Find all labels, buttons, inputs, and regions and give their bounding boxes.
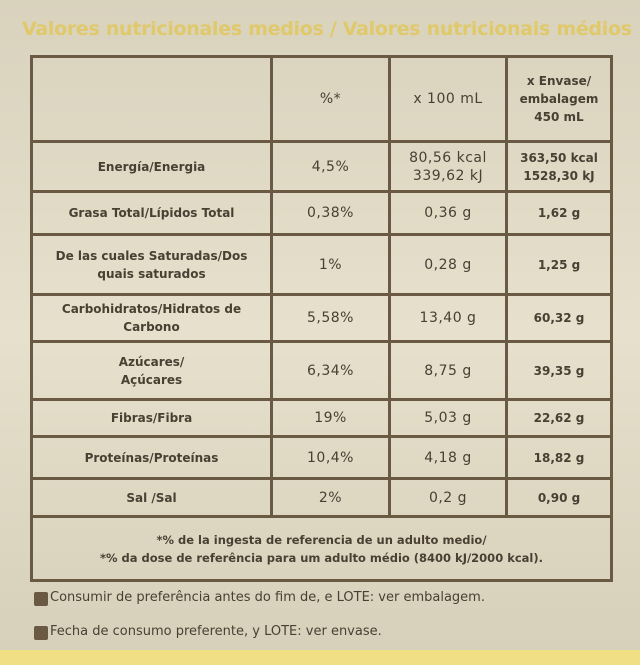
row: Sal /Sal 2% 0,2 g 0,90 g: [30, 477, 613, 518]
footnote-text: *% de la ingesta de referencia de un adu…: [156, 532, 487, 547]
cell: x Envase/embalagem 450 mL: [505, 55, 613, 143]
cell-text: 22,62 g: [533, 411, 585, 425]
cell: [30, 55, 273, 143]
note: Fecha de consumo preferente, y LOTE: ver…: [50, 624, 382, 639]
cell-text: 60,32 g: [533, 311, 585, 325]
cell: 8,75 g: [388, 340, 508, 401]
cell: Proteínas/Proteínas: [30, 435, 273, 480]
cell: 5,58%: [270, 293, 391, 343]
cell-text: 6,34%: [307, 362, 354, 379]
cell-text: 5,58%: [307, 310, 354, 326]
cell-text: embalagem: [519, 92, 599, 106]
cell: 0,28 g: [388, 233, 508, 296]
cell-text: 363,50 kcal: [520, 150, 598, 165]
cell-text: 0,90 g: [537, 490, 581, 505]
cell: Grasa Total/Lípidos Total: [30, 190, 273, 236]
cell-text: 1%: [318, 256, 343, 273]
cell: 4,18 g: [388, 435, 508, 480]
cell-text: 8,75 g: [424, 362, 472, 379]
cell-text: 339,62 kJ: [412, 167, 484, 184]
cell-text: 0,28 g: [424, 256, 472, 273]
cell-text: 4,5%: [311, 158, 350, 175]
cell-text: 0,2 g: [428, 489, 468, 506]
cell-text: x Envase/: [526, 74, 592, 88]
cell-text: %*: [319, 91, 342, 107]
row: Azúcares/Açúcares 6,34% 8,75 g 39,35 g: [30, 340, 613, 401]
cell-text: 18,82 g: [533, 450, 585, 465]
cell-text: 80,56 kcal: [409, 149, 487, 166]
cell-text: Energía/Energia: [97, 159, 206, 174]
footnote-text: *% da dose de referência para um adulto …: [100, 550, 543, 565]
cell: %*: [270, 55, 391, 143]
cell: 0,38%: [270, 190, 391, 236]
cell: 80,56 kcal 339,62 kJ: [388, 140, 508, 193]
row: Proteínas/Proteínas 10,4% 4,18 g 18,82 g: [30, 435, 613, 480]
cell: 1%: [270, 233, 391, 296]
flag-icon: [34, 626, 48, 640]
row: Energía/Energia 4,5% 80,56 kcal 339,62 kJ 36…: [30, 140, 613, 193]
cell: 22,62 g: [505, 398, 613, 438]
cell-text: Sal /Sal: [126, 490, 177, 505]
cell: 2%: [270, 477, 391, 518]
flag-icon: [34, 592, 48, 606]
title: Valores nutricionales medios / Valores n…: [22, 18, 632, 40]
row: Carbohidratos/Hidratos de Carbono 5,58% 13,…: [30, 293, 613, 343]
footnote-row: *% de la ingesta de referencia de un adu…: [30, 515, 613, 582]
cell: Sal /Sal: [30, 477, 273, 518]
cell-text: 1528,30 kJ: [523, 168, 595, 183]
cell: 1,25 g: [505, 233, 613, 296]
cell-text: Proteínas/Proteínas: [84, 450, 219, 465]
cell-text: 2%: [318, 489, 343, 506]
note: Consumir de preferência antes do fim de,…: [50, 590, 485, 605]
cell-text: Fibras/Fibra: [110, 411, 193, 425]
cell: Fibras/Fibra: [30, 398, 273, 438]
cell: 18,82 g: [505, 435, 613, 480]
cell: Carbohidratos/Hidratos de Carbono: [30, 293, 273, 343]
cell-text: 450 mL: [534, 110, 584, 124]
cell: Azúcares/Açúcares: [30, 340, 273, 401]
cell-text: 1,62 g: [537, 206, 581, 220]
cell: 6,34%: [270, 340, 391, 401]
cell-text: 13,40 g: [419, 310, 477, 326]
cell: 1,62 g: [505, 190, 613, 236]
row: Fibras/Fibra 19% 5,03 g 22,62 g: [30, 398, 613, 438]
cell-text: 1,25 g: [537, 257, 581, 272]
cell-text: Grasa Total/Lípidos Total: [68, 206, 235, 220]
cell: x 100 mL: [388, 55, 508, 143]
cell-text: 10,4%: [307, 449, 354, 466]
cell: 363,50 kcal 1528,30 kJ: [505, 140, 613, 193]
cell-text: quais saturados: [97, 266, 206, 281]
label-band: [0, 650, 640, 665]
cell: 39,35 g: [505, 340, 613, 401]
cell: 0,36 g: [388, 190, 508, 236]
cell: 0,2 g: [388, 477, 508, 518]
cell: 4,5%: [270, 140, 391, 193]
row: De las cuales Saturadas/Dos quais saturad…: [30, 233, 613, 296]
nutrition-table: %* x 100 mL x Envase/embalagem 450 mL Energí…: [30, 55, 613, 582]
cell: 13,40 g: [388, 293, 508, 343]
cell-text: 19%: [314, 410, 347, 426]
cell-text: x 100 mL: [413, 91, 483, 107]
cell: De las cuales Saturadas/Dos quais saturad…: [30, 233, 273, 296]
cell-text: 4,18 g: [424, 449, 472, 466]
cell-text: De las cuales Saturadas/Dos: [55, 248, 248, 263]
cell: 0,90 g: [505, 477, 613, 518]
cell-text: Açúcares: [120, 372, 183, 387]
cell: 10,4%: [270, 435, 391, 480]
cell-text: 5,03 g: [424, 410, 472, 426]
cell-text: 0,38%: [307, 205, 354, 221]
cell-text: Azúcares/: [118, 354, 185, 369]
cell: Energía/Energia: [30, 140, 273, 193]
cell: 60,32 g: [505, 293, 613, 343]
row: Grasa Total/Lípidos Total 0,38% 0,36 g 1,62…: [30, 190, 613, 236]
cell: 5,03 g: [388, 398, 508, 438]
footnote: *% de la ingesta de referencia de un adu…: [30, 515, 613, 582]
cell-text: Carbohidratos/Hidratos de: [61, 302, 242, 316]
cell-text: Carbono: [123, 320, 180, 334]
cell-text: 0,36 g: [424, 205, 472, 221]
header-row: %* x 100 mL x Envase/embalagem 450 mL: [30, 55, 613, 143]
cell: 19%: [270, 398, 391, 438]
cell-text: 39,35 g: [533, 363, 585, 378]
